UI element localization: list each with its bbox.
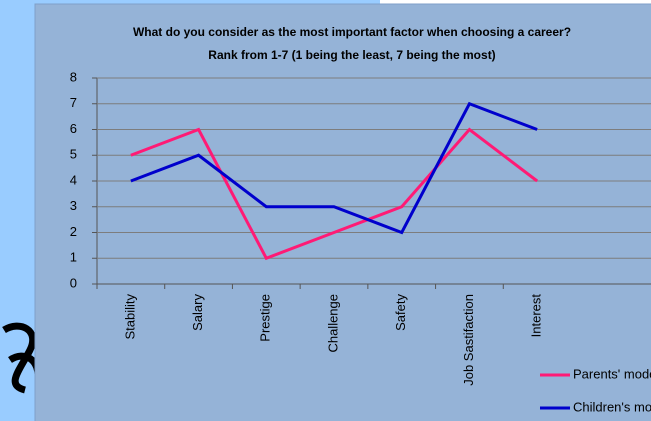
y-tick-label: 6 <box>70 121 77 136</box>
x-tick-label: Safety <box>393 294 408 331</box>
legend-label: Children's mode <box>573 399 651 414</box>
x-tick-label: Salary <box>190 294 205 331</box>
x-tick-label: Interest <box>529 294 544 338</box>
y-tick-label: 5 <box>70 147 77 162</box>
y-tick-label: 0 <box>70 275 77 290</box>
y-tick-label: 1 <box>70 250 77 265</box>
x-tick-label: Stability <box>122 294 137 340</box>
series-line <box>130 127 539 261</box>
x-tick-label: Job Sastifaction <box>461 294 476 386</box>
chart-title: What do you consider as the most importa… <box>133 25 571 39</box>
chart-frame <box>34 3 651 421</box>
x-tick-label: Challenge <box>325 294 340 353</box>
series-line <box>130 101 538 235</box>
y-tick-label: 7 <box>70 95 77 110</box>
chart-subtitle: Rank from 1-7 (1 being the least, 7 bein… <box>208 48 495 62</box>
legend-label: Parents' mode <box>573 366 651 381</box>
y-tick-label: 2 <box>70 224 77 239</box>
y-tick-label: 3 <box>70 198 77 213</box>
y-tick-label: 8 <box>70 69 77 84</box>
y-tick-label: 4 <box>70 172 77 187</box>
white-corner <box>380 0 651 6</box>
x-tick-label: Prestige <box>258 294 273 342</box>
